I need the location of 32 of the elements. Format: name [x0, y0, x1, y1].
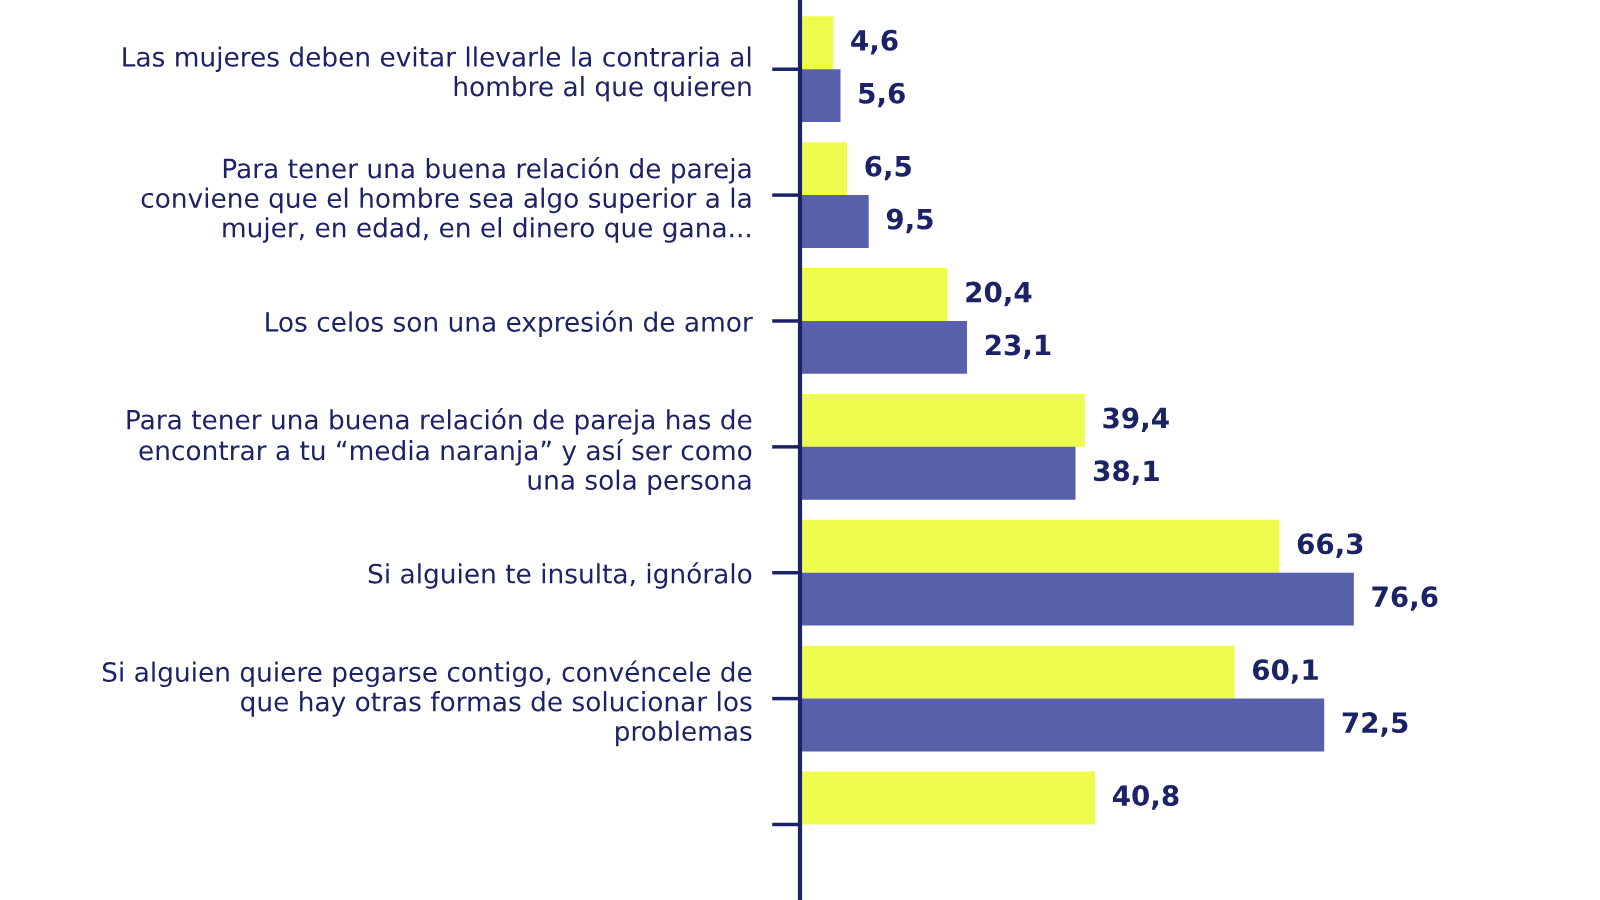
- bar: [800, 268, 948, 321]
- bar: [800, 142, 847, 196]
- data-label: 39,4: [1103, 407, 1169, 433]
- y-tick-label: Para tener una buena relación de pareja conviene que el hombre sea algo superior a la mujer, en edad, en el dinero que gana...: [141, 157, 751, 243]
- data-label: 5,6: [859, 82, 905, 108]
- bar: [800, 645, 1235, 699]
- y-tick-label: Para tener una buena relación de pareja has de encontrar a tu “media naranja” y así ser como una sola persona: [127, 408, 752, 496]
- data-label: 72,5: [1342, 712, 1408, 737]
- data-label: 23,1: [985, 334, 1051, 360]
- bar: [800, 69, 841, 123]
- bar: [800, 771, 1095, 825]
- y-tick-label: Las mujeres deben evitar llevarle la contraria al hombre al que quieren: [123, 46, 751, 102]
- bar: [800, 572, 1354, 626]
- data-label: 38,1: [1094, 460, 1159, 485]
- data-label: 9,5: [886, 208, 933, 234]
- data-label: 6,5: [865, 155, 911, 181]
- data-label: 66,3: [1297, 533, 1363, 558]
- y-tick-label: Los celos son una expresión de amor: [266, 310, 753, 338]
- y-tick-label: Si alguien quiere pegarse contigo, convéncele de que hay otras formas de solucionar los problemas: [102, 660, 752, 747]
- data-label: 76,6: [1372, 586, 1438, 611]
- data-label: 40,8: [1112, 785, 1179, 810]
- bar: [800, 195, 869, 248]
- bar: [800, 519, 1280, 573]
- y-tick-label: Si alguien te insulta, ignóralo: [368, 562, 752, 589]
- bar: [800, 320, 968, 374]
- bar: [800, 16, 834, 70]
- bar: [800, 698, 1325, 752]
- data-label: 4,6: [851, 29, 898, 55]
- data-label: 20,4: [966, 281, 1032, 307]
- bar: [800, 446, 1076, 500]
- data-label: 60,1: [1252, 659, 1318, 684]
- bar: [800, 393, 1085, 447]
